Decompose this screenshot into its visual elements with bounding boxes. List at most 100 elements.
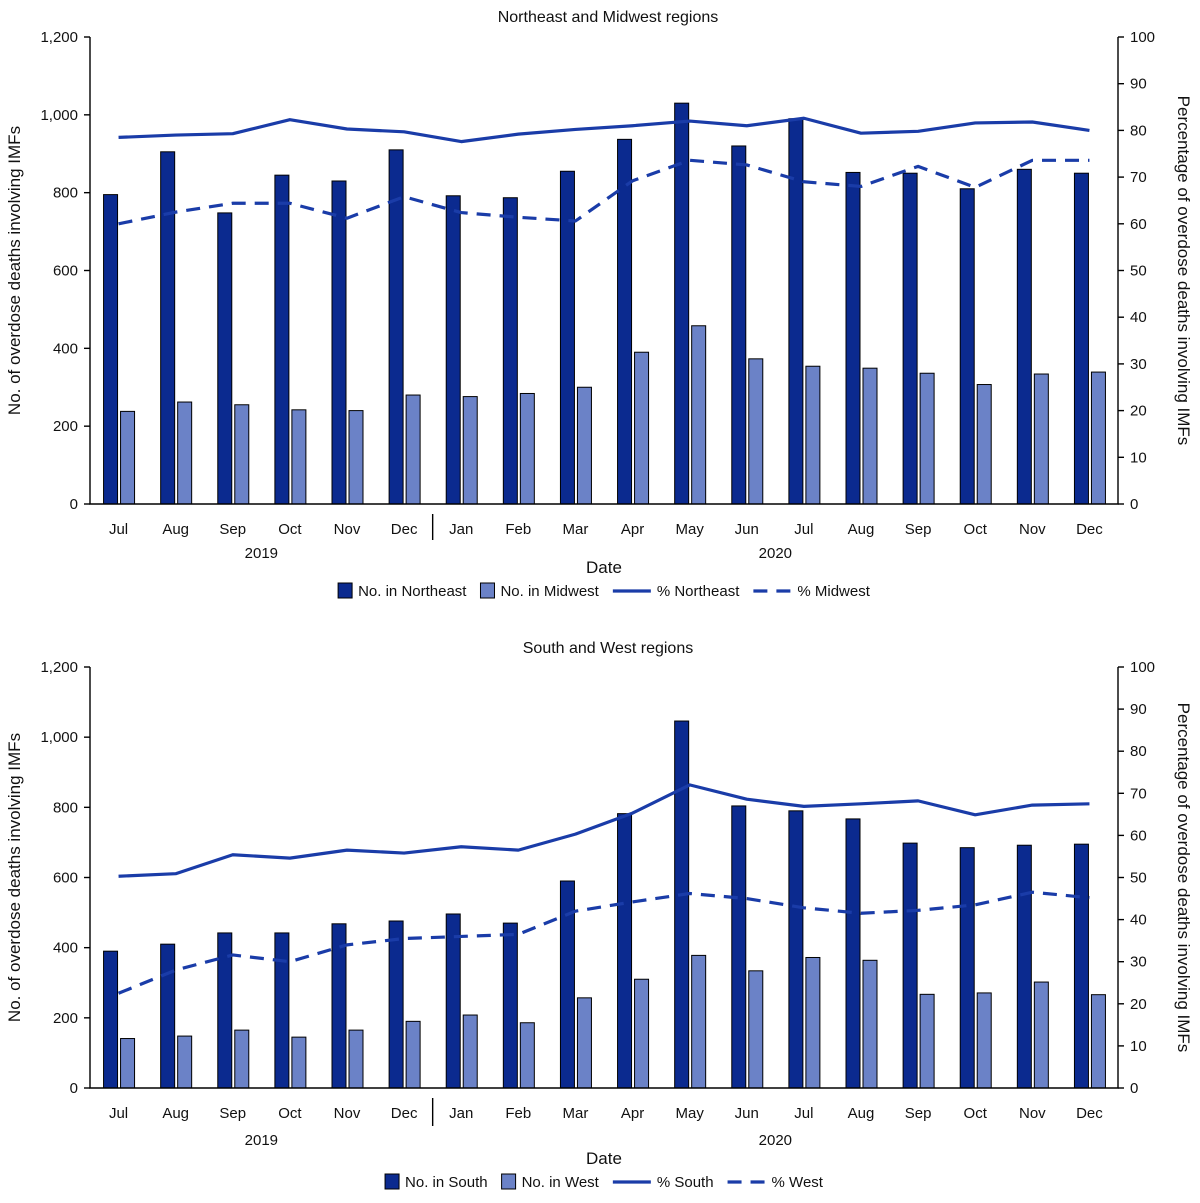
left-tick-label: 1,000 (40, 107, 78, 124)
bar-no-in-south-6 (445, 913, 461, 1089)
bar-no-in-northeast-6 (445, 195, 461, 505)
bar-no-in-west-12 (805, 956, 821, 1089)
bar-no-in-midwest-9 (634, 351, 650, 505)
x-tick-label: Jun (735, 521, 759, 538)
right-tick-label: 30 (1130, 954, 1147, 971)
legend-label: % Northeast (657, 583, 740, 600)
bar-no-in-south-10 (674, 720, 690, 1089)
x-tick-label: May (675, 1105, 704, 1122)
bar-no-in-midwest-0 (120, 410, 136, 505)
left-axis-title: No. of overdose deaths involving IMFs (5, 126, 24, 415)
bar-no-in-south-3 (274, 932, 290, 1089)
legend-label: % Midwest (797, 583, 870, 600)
bar-no-in-west-8 (576, 997, 592, 1089)
right-tick-label: 70 (1130, 169, 1147, 186)
bar-no-in-midwest-1 (177, 401, 193, 505)
chart-title: Northeast and Midwest regions (498, 9, 719, 26)
x-tick-label: Dec (1076, 1105, 1103, 1122)
right-tick-label: 90 (1130, 701, 1147, 718)
right-tick-label: 90 (1130, 76, 1147, 93)
bar-no-in-south-11 (731, 805, 747, 1089)
bar-no-in-midwest-2 (234, 404, 250, 505)
legend-label: No. in Midwest (500, 583, 599, 600)
legend-label: No. in West (522, 1174, 600, 1191)
right-tick-label: 20 (1130, 996, 1147, 1013)
year-label: 2019 (245, 1132, 278, 1149)
x-tick-label: Aug (848, 1105, 875, 1122)
legend-label: No. in Northeast (358, 583, 467, 600)
bar-no-in-west-11 (748, 970, 764, 1089)
right-tick-label: 60 (1130, 827, 1147, 844)
right-tick-label: 80 (1130, 122, 1147, 139)
x-tick-label: Jul (109, 521, 128, 538)
legend-swatch (501, 1173, 517, 1190)
bar-no-in-northeast-15 (959, 188, 975, 505)
bar-no-in-northeast-0 (103, 194, 119, 505)
x-tick-label: Sep (219, 1105, 246, 1122)
bar-no-in-midwest-3 (291, 409, 307, 505)
bar-no-in-northeast-16 (1016, 168, 1032, 505)
left-tick-label: 1,200 (40, 29, 78, 46)
bar-no-in-south-15 (959, 847, 975, 1089)
x-tick-label: Dec (1076, 521, 1103, 538)
year-label: 2019 (245, 545, 278, 562)
left-tick-label: 1,000 (40, 729, 78, 746)
left-tick-label: 400 (53, 940, 78, 957)
legend-swatch (479, 582, 495, 599)
x-axis-title: Date (586, 558, 622, 577)
bar-no-in-northeast-11 (731, 145, 747, 505)
bar-no-in-northeast-1 (160, 151, 176, 505)
x-tick-label: Oct (964, 521, 988, 538)
bar-no-in-northeast-4 (331, 180, 347, 505)
x-tick-label: Sep (219, 521, 246, 538)
x-tick-label: May (675, 521, 704, 538)
line--west (117, 890, 1090, 995)
x-tick-label: Jan (449, 521, 473, 538)
bar-no-in-midwest-11 (748, 358, 764, 505)
legend-label: No. in South (405, 1174, 488, 1191)
left-tick-label: 200 (53, 1010, 78, 1027)
bar-no-in-midwest-5 (405, 394, 421, 505)
bar-no-in-northeast-14 (902, 172, 918, 505)
bar-no-in-south-12 (788, 810, 804, 1089)
right-tick-label: 20 (1130, 403, 1147, 420)
bar-no-in-south-13 (845, 818, 861, 1089)
bar-no-in-midwest-10 (691, 325, 707, 505)
bar-no-in-west-16 (1033, 981, 1049, 1089)
x-axis-title: Date (586, 1149, 622, 1168)
legend-label: % West (772, 1174, 824, 1191)
right-tick-label: 100 (1130, 659, 1155, 676)
x-tick-label: Feb (505, 521, 531, 538)
bar-no-in-south-17 (1073, 843, 1089, 1089)
right-tick-label: 10 (1130, 1038, 1147, 1055)
x-tick-label: Sep (905, 521, 932, 538)
right-tick-label: 40 (1130, 912, 1147, 929)
bar-no-in-northeast-9 (617, 138, 633, 505)
bar-no-in-south-9 (617, 813, 633, 1089)
bar-no-in-west-9 (634, 978, 650, 1089)
bar-no-in-midwest-6 (462, 396, 478, 505)
bar-no-in-midwest-13 (862, 367, 878, 505)
x-tick-label: Jan (449, 1105, 473, 1122)
bar-no-in-northeast-13 (845, 171, 861, 505)
legend-swatch (337, 582, 353, 599)
x-tick-label: Oct (278, 521, 302, 538)
right-tick-label: 30 (1130, 356, 1147, 373)
bar-no-in-west-10 (691, 954, 707, 1089)
left-tick-label: 400 (53, 340, 78, 357)
legend: No. in Northeast No. in Midwest % Northeas… (337, 582, 871, 600)
right-tick-label: 10 (1130, 449, 1147, 466)
bar-no-in-midwest-7 (519, 392, 535, 505)
bar-no-in-west-14 (919, 993, 935, 1089)
right-tick-label: 0 (1130, 496, 1138, 513)
left-tick-label: 0 (70, 1080, 78, 1097)
x-tick-label: Sep (905, 1105, 932, 1122)
x-tick-label: Nov (1019, 1105, 1046, 1122)
bar-no-in-south-16 (1016, 844, 1032, 1089)
bar-no-in-northeast-7 (502, 197, 518, 505)
x-tick-label: Nov (1019, 521, 1046, 538)
left-tick-label: 0 (70, 496, 78, 513)
chart-1: Northeast and Midwest regions02004006008… (5, 9, 1193, 600)
right-axis-title: Percentage of overdose deaths involving … (1174, 703, 1193, 1053)
right-tick-label: 70 (1130, 785, 1147, 802)
